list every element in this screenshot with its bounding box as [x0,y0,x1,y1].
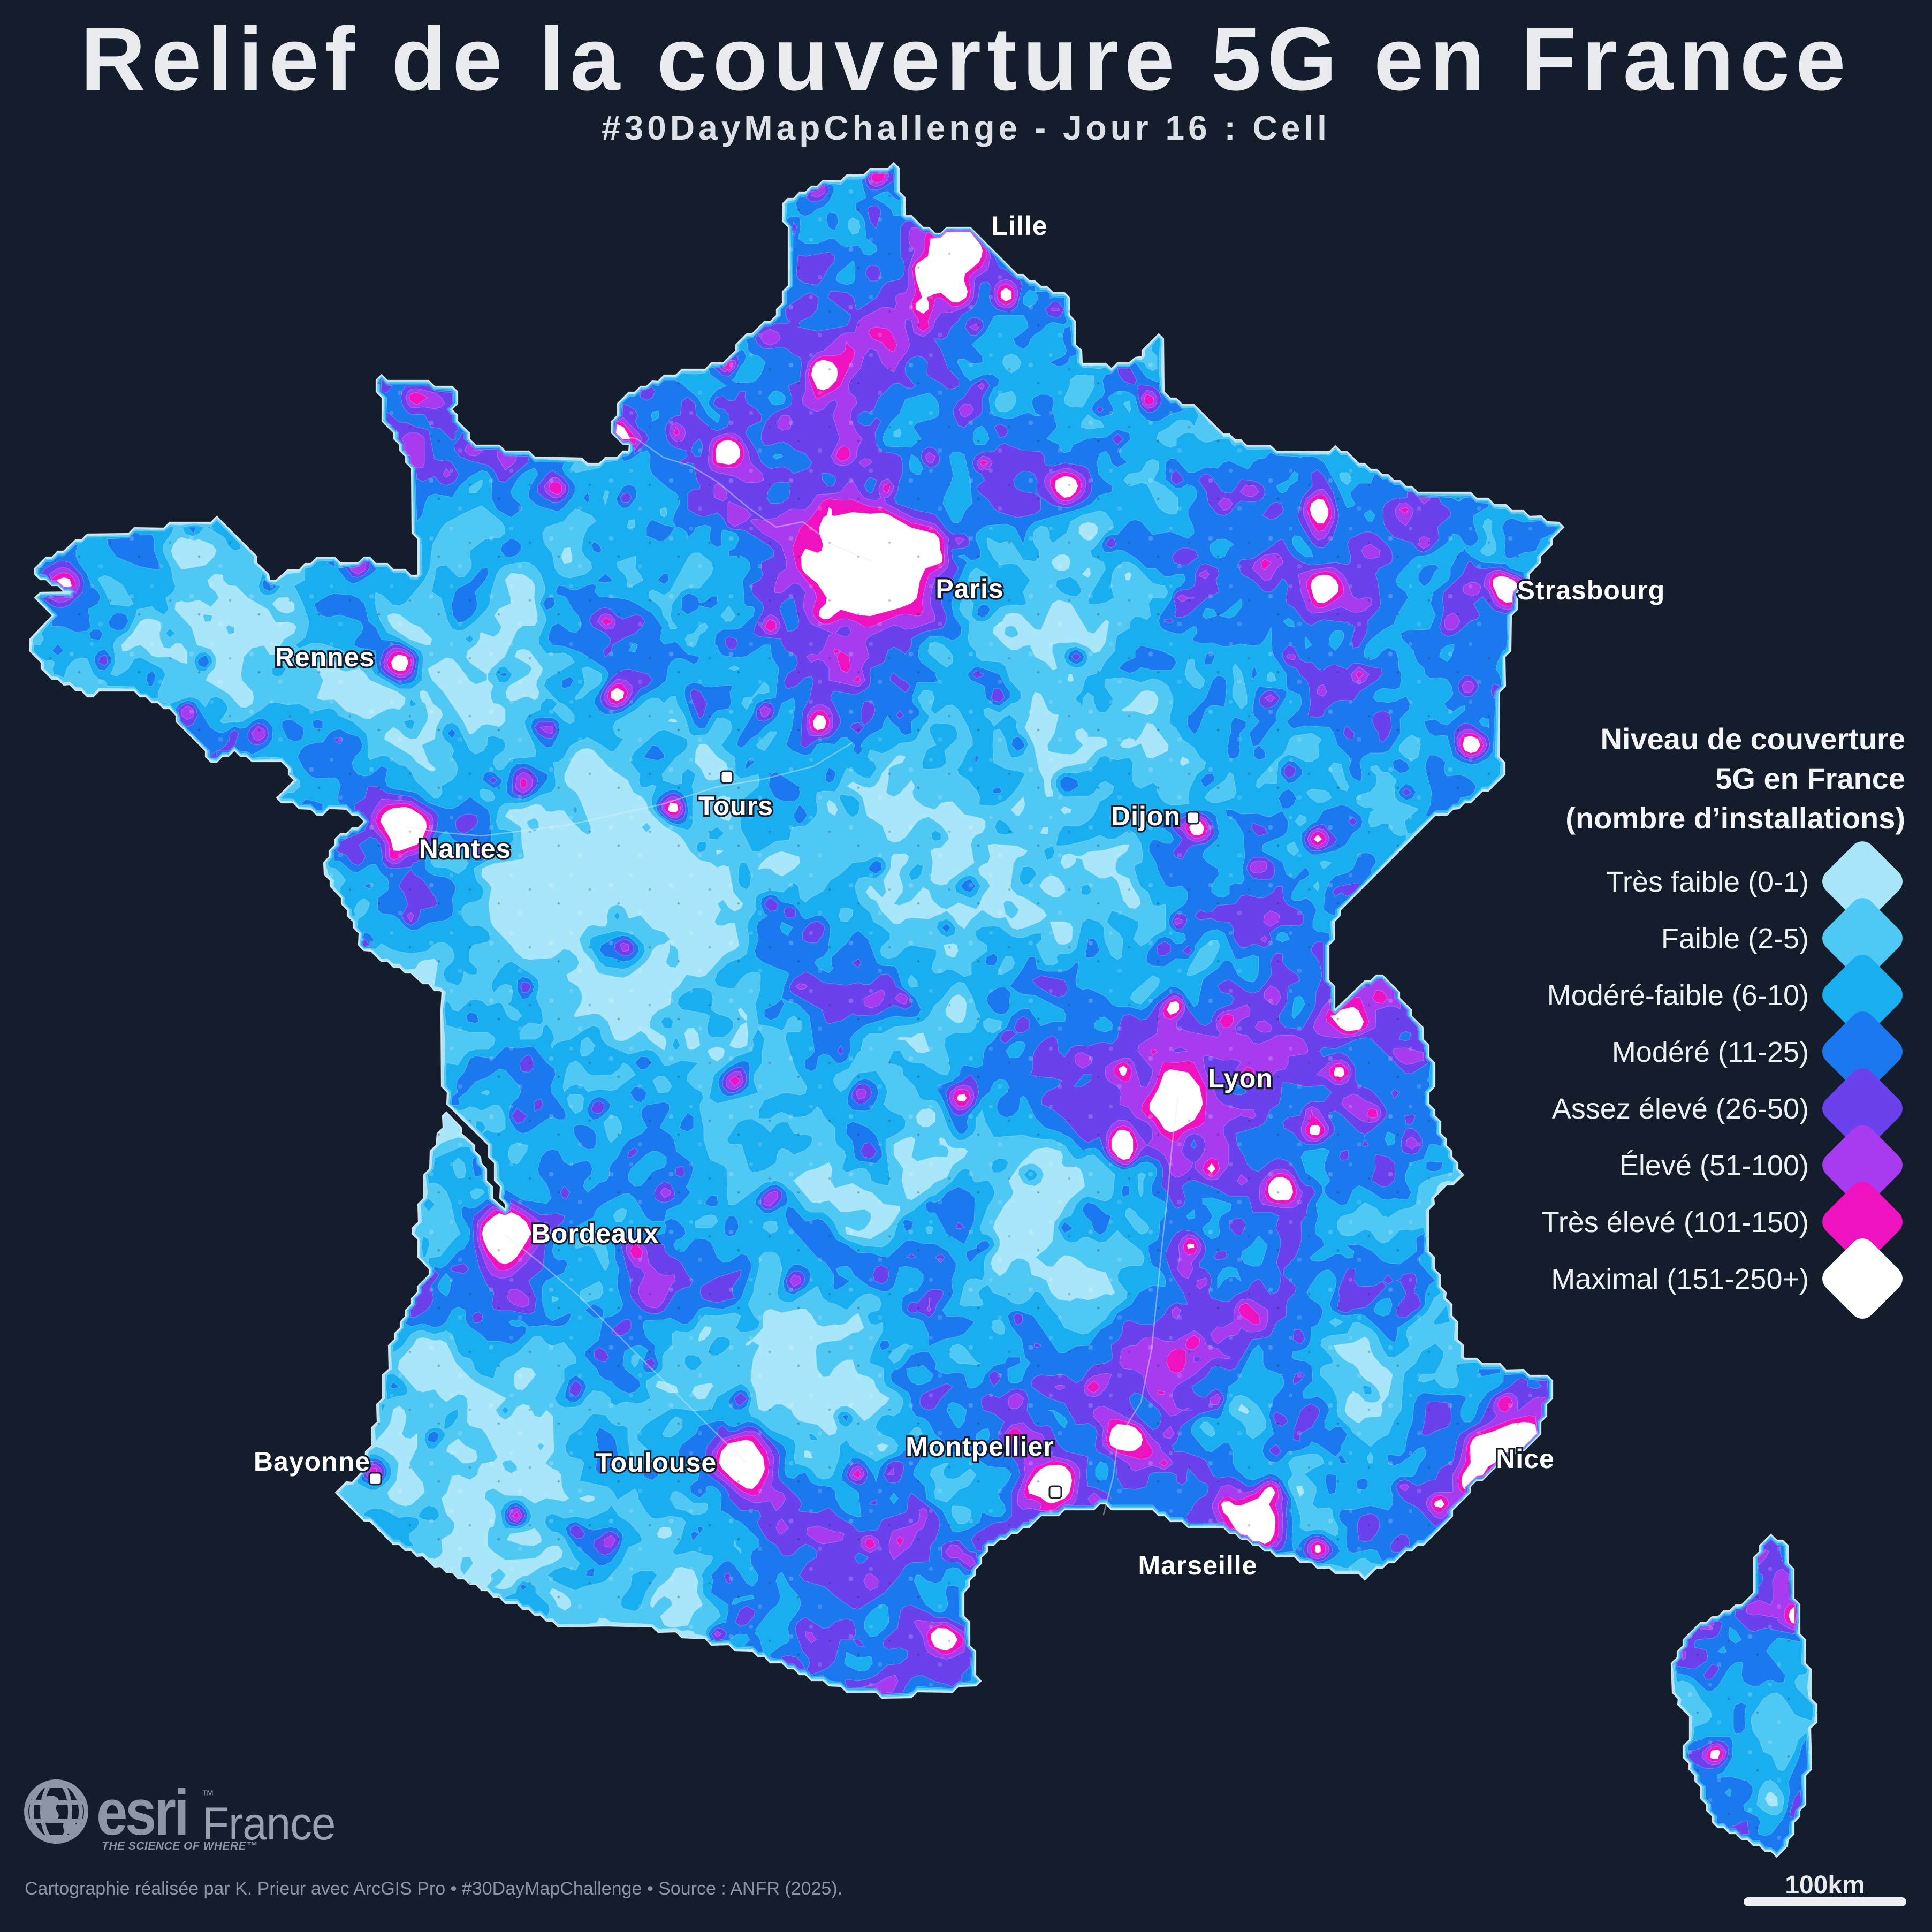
svg-text:™: ™ [201,1788,214,1802]
svg-text:esri: esri [96,1776,187,1849]
svg-text:Lille: Lille [991,211,1047,241]
svg-text:Marseille: Marseille [1138,1550,1257,1580]
svg-text:Strasbourg: Strasbourg [1517,575,1665,605]
svg-text:France: France [202,1798,336,1849]
svg-text:THE SCIENCE OF WHERE™: THE SCIENCE OF WHERE™ [102,1840,258,1852]
svg-text:Paris: Paris [935,574,1003,604]
svg-text:Nice: Nice [1496,1444,1555,1474]
svg-text:Rennes: Rennes [275,642,375,672]
svg-text:Tours: Tours [698,791,773,821]
svg-text:Lyon: Lyon [1208,1063,1273,1093]
svg-text:Montpellier: Montpellier [906,1432,1054,1462]
svg-text:Bordeaux: Bordeaux [531,1219,659,1249]
svg-text:Dijon: Dijon [1111,801,1181,831]
svg-text:Nantes: Nantes [419,834,512,864]
svg-text:Toulouse: Toulouse [596,1448,717,1478]
svg-text:Bayonne: Bayonne [254,1447,370,1477]
